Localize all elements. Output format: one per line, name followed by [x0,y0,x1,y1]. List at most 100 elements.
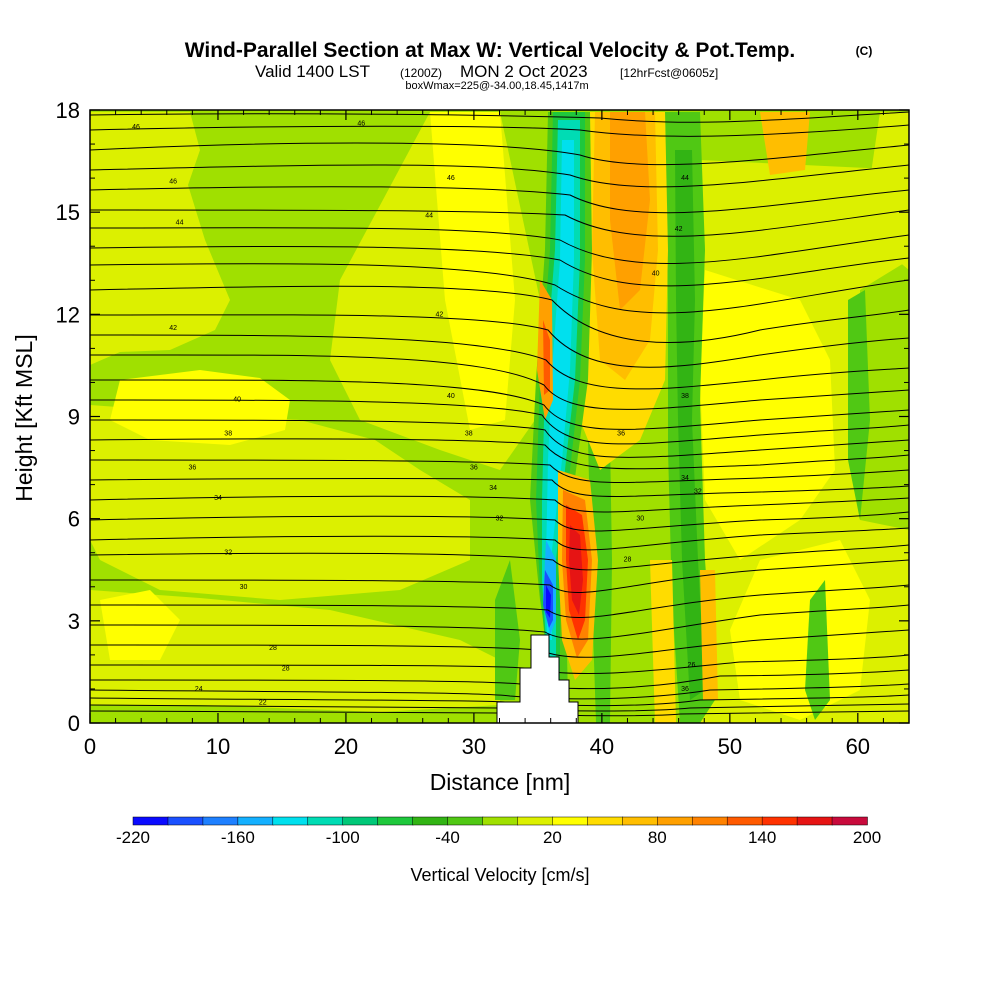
theta-contour [90,495,909,513]
x-tick-label: 0 [84,734,96,759]
theta-contour [90,459,909,483]
colorbar-swatch [517,816,554,826]
theta-contour [90,186,909,214]
x-tick-label: 30 [462,734,486,759]
y-tick-label: 9 [68,405,80,430]
x-tick-label: 20 [334,734,358,759]
contour-label: 34 [214,495,222,502]
contour-label: 38 [465,431,473,438]
contour-label: 38 [681,393,689,400]
colorbar-swatch [377,816,414,826]
colorbar-swatch [831,816,868,826]
contour-label: 32 [496,516,504,523]
theta-contour [90,285,909,343]
contour-label: 40 [233,396,241,403]
contour-label: 42 [435,311,443,318]
subtitle-boxwmax: boxWmax=225@-34.00,18.45,1417m [405,80,588,92]
colorbar-swatch [202,816,239,826]
downdraft-band [495,560,520,700]
x-axis: 0 10 20 30 40 50 60 [84,110,884,759]
contour-label: 42 [169,325,177,332]
theta-contour [90,629,909,658]
colorbar-tick-label: 80 [648,828,667,847]
contour-label: 28 [269,645,277,652]
colorbar-tick-label: -40 [435,828,460,847]
colorbar-swatch [796,816,833,826]
downdraft-band [848,290,870,520]
vertical-velocity-field [90,110,909,723]
theta-contour [90,354,909,410]
x-tick-label: 50 [718,734,742,759]
contour-label: 30 [636,516,644,523]
y-tick-label: 3 [68,609,80,634]
theta-contour [90,334,909,390]
y-tick-label: 12 [56,302,80,327]
weak-updraft-region [110,370,290,445]
x-tick-label: 10 [206,734,230,759]
colorbar-swatch [307,816,344,826]
colorbar-tick-label: -100 [326,828,360,847]
contour-label: 46 [169,179,177,186]
colorbar-tick-label: 140 [748,828,776,847]
contour-label: 36 [188,465,196,472]
colorbar-label: Vertical Velocity [cm/s] [410,865,589,885]
x-tick-label: 40 [590,734,614,759]
colorbar-swatch [726,816,763,826]
theta-contour [90,419,909,458]
theta-contour [90,683,909,700]
contour-label: 40 [652,270,660,277]
colorbar-ticks: -220 -160 -100 -40 20 80 140 200 [116,828,881,847]
theta-contour [90,245,909,287]
title-copyright-mark: (C) [856,44,873,58]
theta-contour [90,227,909,264]
colorbar-swatch [691,816,728,826]
theta-contour [90,379,909,430]
contour-label: 24 [195,686,203,693]
contour-label: 34 [681,475,689,482]
contour-label: 22 [259,700,267,707]
weak-updraft-region [90,112,230,365]
contour-label: 36 [617,431,625,438]
contour-label: 30 [240,584,248,591]
colorbar-swatch [552,816,589,826]
theta-contour [90,314,909,368]
downdraft-band [675,150,705,700]
contour-label: 46 [447,175,455,182]
x-tick-label: 60 [846,734,870,759]
strong-updraft-core [543,320,550,395]
contour-label-group: 46 46 46 46 44 44 44 42 42 42 40 40 40 38 38 38 36 36 36 34… [132,121,702,707]
theta-contour [90,164,909,188]
weak-updraft-region [700,270,835,560]
contour-label: 36 [681,686,689,693]
contour-label: 44 [681,175,689,182]
updraft-region [760,112,810,175]
theta-contour [90,527,909,551]
contour-label: 36 [470,465,478,472]
contour-label: 32 [224,550,232,557]
theta-contour [90,511,909,532]
subtitle-date: MON 2 Oct 2023 [460,62,588,81]
y-tick-label: 18 [56,98,80,123]
contour-label: 28 [282,666,290,673]
contour-label: 44 [425,213,433,220]
weak-updraft-region [870,112,909,270]
weak-updraft-region [90,590,500,712]
theta-contour [90,604,909,640]
theta-contour [90,654,909,675]
subtitle-valid: Valid 1400 LST [255,62,370,81]
contour-label: 46 [357,121,365,128]
theta-contour [90,669,909,690]
theta-contour [90,584,909,619]
subtitle-forecast: [12hrFcst@0605z] [620,66,718,80]
terrain-profile [496,634,579,723]
subtitle-utc: (1200Z) [400,66,442,80]
theta-contour [90,142,909,166]
y-tick-label: 6 [68,507,80,532]
theta-contour [90,438,909,470]
colorbar-swatch [622,816,659,826]
theta-contour [90,263,909,314]
updraft-region [700,570,718,700]
theta-contour [90,111,909,123]
